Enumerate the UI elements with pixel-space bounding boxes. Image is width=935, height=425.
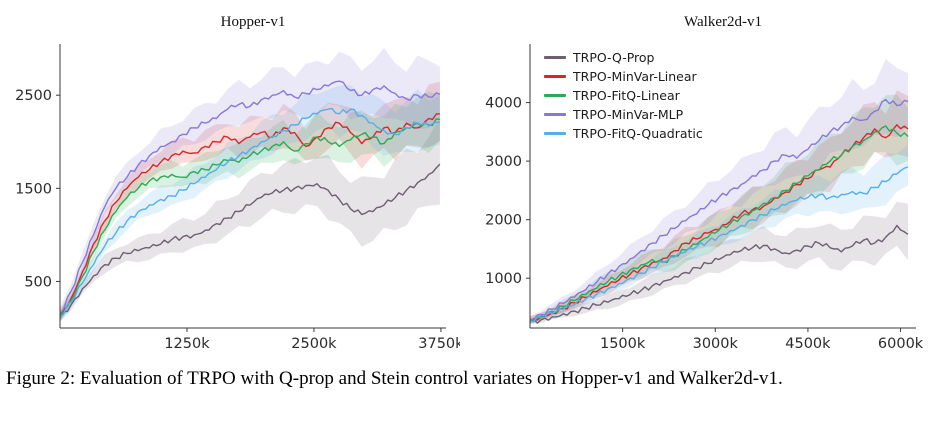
series-line: [530, 166, 909, 323]
confidence-band: [530, 201, 908, 325]
figure-caption: Figure 2: Evaluation of TRPO with Q-prop…: [0, 364, 935, 390]
series-line: [60, 118, 440, 317]
series-line: [530, 224, 909, 324]
confidence-band: [530, 59, 908, 323]
x-tick-label: 1250k: [164, 336, 210, 352]
legend-item: TRPO-FitQ-Quadratic: [544, 126, 703, 141]
series-line: [60, 163, 441, 319]
legend-line-swatch: [544, 75, 566, 78]
confidence-band: [60, 85, 440, 321]
figure-caption-label: Figure 2:: [6, 368, 76, 389]
legend-item: TRPO-MinVar-Linear: [544, 69, 703, 84]
charts-row: Hopper-v1 500 1500 2500 1250k 2500k 3750k Wal…: [8, 10, 930, 364]
legend-label: TRPO-Q-Prop: [573, 50, 655, 65]
walker-chart: 1000 2000 3000 4000 1500k 3000k 4500k 6000k TRPO…: [478, 34, 930, 364]
legend-label: TRPO-FitQ-Quadratic: [573, 126, 703, 141]
series-line: [60, 113, 440, 317]
x-tick-label: 3750k: [418, 336, 460, 352]
series-line: [530, 125, 909, 322]
series-line: [60, 80, 441, 315]
x-tick-label: 6000k: [878, 336, 924, 352]
series-line: [60, 107, 440, 318]
y-tick-label: 2000: [485, 213, 522, 229]
legend-line-swatch: [544, 56, 566, 59]
confidence-band: [530, 145, 908, 323]
x-tick-label: 1500k: [600, 336, 646, 352]
legend-label: TRPO-FitQ-Linear: [573, 88, 680, 103]
y-tick-label: 2500: [15, 88, 52, 104]
legend: TRPO-Q-Prop TRPO-MinVar-Linear TRPO-FitQ-L…: [540, 48, 707, 143]
hopper-chart: 500 1500 2500 1250k 2500k 3750k: [8, 34, 464, 364]
x-tick-label: 2500k: [291, 336, 337, 352]
chart-title-hopper: Hopper-v1: [220, 14, 286, 30]
chart-svg: 500 1500 2500 1250k 2500k 3750k: [15, 44, 464, 352]
y-tick-label: 3000: [485, 154, 522, 170]
confidence-band: [530, 94, 908, 324]
chart-panel-hopper: Hopper-v1 500 1500 2500 1250k 2500k 3750k: [8, 10, 464, 364]
y-tick-label: 1500: [15, 181, 52, 197]
series-line: [530, 98, 909, 321]
legend-line-swatch: [544, 132, 566, 135]
legend-label: TRPO-MinVar-Linear: [573, 69, 697, 84]
y-tick-label: 4000: [485, 96, 522, 112]
legend-label: TRPO-MinVar-MLP: [573, 107, 684, 122]
y-tick-label: 1000: [485, 271, 522, 287]
legend-item: TRPO-Q-Prop: [544, 50, 703, 65]
legend-item: TRPO-FitQ-Linear: [544, 88, 703, 103]
x-tick-label: 3000k: [693, 336, 739, 352]
legend-line-swatch: [544, 113, 566, 116]
legend-line-swatch: [544, 94, 566, 97]
chart-title-walker: Walker2d-v1: [684, 14, 762, 30]
chart-panel-walker: Walker2d-v1 1000 2000 3000 4000 1500k 3000k 45…: [478, 10, 930, 364]
legend-item: TRPO-MinVar-MLP: [544, 107, 703, 122]
figure-caption-text: Evaluation of TRPO with Q-prop and Stein…: [79, 368, 783, 389]
confidence-band: [60, 116, 440, 322]
y-tick-label: 500: [24, 274, 52, 290]
chart-svg: 1000 2000 3000 4000 1500k 3000k 4500k 6000k: [485, 44, 924, 352]
x-tick-label: 4500k: [785, 336, 831, 352]
confidence-band: [60, 47, 440, 321]
confidence-band: [60, 92, 440, 322]
